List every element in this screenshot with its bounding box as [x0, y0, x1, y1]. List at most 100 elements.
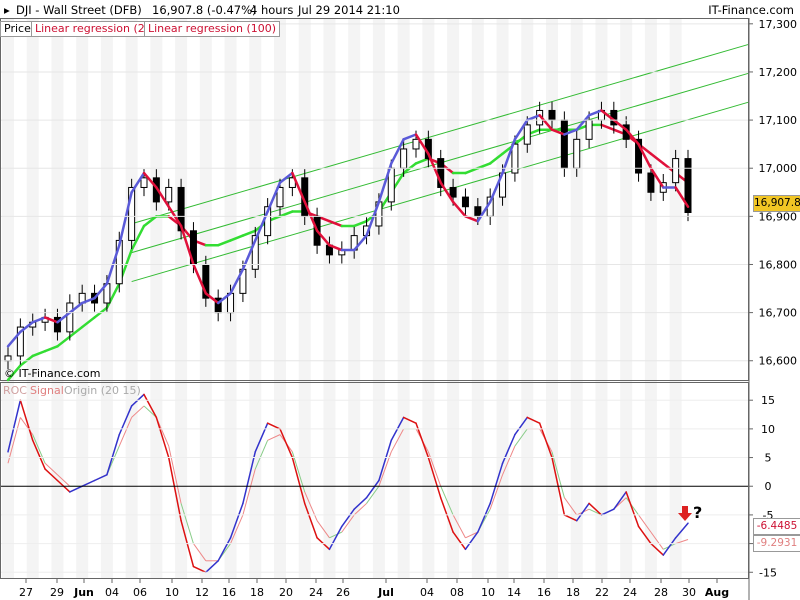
signal-segment: [193, 543, 207, 562]
roc-segment: [575, 502, 590, 522]
lr100-segment: [600, 123, 616, 131]
brand-label[interactable]: IT-Finance.com: [708, 3, 794, 17]
lr20-segment: [93, 282, 109, 300]
legend-origin[interactable]: Origin (20 15): [64, 384, 141, 397]
roc-segment: [662, 537, 677, 556]
roc-segment: [514, 416, 529, 436]
day-band: [150, 19, 163, 578]
signal-segment: [267, 434, 281, 441]
candle-body: [523, 124, 531, 145]
price-tick-label: 17,000: [759, 162, 798, 175]
legend-lr20[interactable]: Linear regression (20): [31, 21, 161, 37]
signal-segment: [465, 531, 479, 539]
candle-body: [573, 138, 581, 169]
x-tick-label: 18: [566, 586, 580, 599]
candle-body: [474, 206, 482, 217]
candle-body: [548, 109, 556, 121]
lr100-segment: [229, 234, 245, 242]
lr20-segment: [328, 243, 344, 252]
lr100-segment: [6, 364, 22, 382]
lr20-segment: [439, 181, 455, 204]
candle-body: [449, 186, 457, 198]
day-band: [595, 19, 608, 578]
signal-segment: [291, 451, 306, 493]
roc-segment: [44, 468, 59, 482]
price-tick-label: 17,100: [759, 114, 798, 127]
roc-segment: [217, 537, 232, 562]
roc-value-box: -6.4485: [753, 518, 800, 535]
down-arrow-icon: [678, 506, 692, 521]
x-tick-label: 28: [654, 586, 668, 599]
legend-roc[interactable]: ROC: [3, 384, 27, 397]
roc-segment: [427, 456, 442, 499]
chart-menu-icon[interactable]: ▸: [4, 3, 10, 17]
day-band: [26, 19, 39, 578]
day-band: [471, 19, 484, 578]
day-band: [397, 19, 410, 578]
roc-segment: [452, 531, 467, 551]
candle-body: [251, 235, 259, 270]
roc-segment: [242, 451, 257, 505]
roc-segment: [613, 491, 627, 510]
channel-line: [131, 101, 749, 283]
lr20-segment: [563, 128, 578, 136]
lr100-segment: [142, 215, 158, 228]
signal-segment: [551, 451, 565, 498]
day-band: [298, 19, 311, 578]
signal-segment: [118, 417, 133, 447]
timeframe[interactable]: 4 hours: [250, 3, 294, 17]
roc-segment: [328, 525, 343, 551]
day-band: [570, 19, 583, 578]
signal-segment: [7, 417, 21, 464]
roc-segment: [69, 485, 83, 493]
roc-segment: [291, 456, 306, 505]
legend-lr100[interactable]: Linear regression (100): [144, 21, 281, 37]
lr20-segment: [390, 138, 405, 165]
lr100-segment: [56, 335, 72, 348]
lr20-segment: [19, 320, 34, 334]
legend-price[interactable]: Price: [0, 21, 35, 37]
lr100-segment: [43, 345, 59, 353]
lr20-segment: [600, 109, 616, 122]
x-tick-label: Jul: [377, 586, 394, 599]
lr100-segment: [488, 152, 504, 165]
roc-segment: [266, 422, 281, 430]
datetime: Jul 29 2014 21:10: [298, 3, 400, 17]
lr20-segment: [414, 133, 430, 156]
signal-segment: [57, 474, 71, 487]
lr100-segment: [476, 162, 492, 170]
channel-line: [131, 44, 749, 225]
roc-segment: [637, 525, 652, 545]
signal-segment: [230, 514, 244, 544]
day-band: [669, 19, 682, 578]
legend-signal[interactable]: Signal: [30, 384, 64, 397]
roc-tick-label: -15: [759, 566, 777, 579]
price-tick-label: 16,800: [759, 258, 798, 271]
roc-segment: [254, 422, 269, 453]
lr20-segment: [587, 109, 603, 117]
roc-segment: [7, 399, 22, 453]
roc-segment: [19, 399, 34, 442]
x-tick-label: Jun: [73, 586, 94, 599]
roc-segment: [477, 502, 491, 533]
signal-value-box: -9.2931: [753, 535, 800, 552]
day-band: [644, 19, 657, 578]
price-tick-label: 17,200: [759, 66, 798, 79]
day-band: [496, 19, 509, 578]
lr20-segment: [451, 200, 467, 218]
x-tick-label: 22: [595, 586, 609, 599]
lr100-segment: [352, 219, 368, 228]
candle-body: [53, 316, 61, 333]
lr100-segment: [649, 152, 665, 165]
lr20-segment: [501, 138, 517, 175]
candle-body: [177, 186, 185, 232]
signal-segment: [143, 405, 157, 418]
x-tick-label: 04: [420, 586, 434, 599]
day-band: [274, 19, 286, 578]
candle-body: [165, 186, 173, 203]
candle-body: [412, 138, 420, 150]
day-band: [2, 19, 14, 578]
roc-segment: [93, 474, 108, 482]
lr20-segment: [155, 186, 170, 208]
